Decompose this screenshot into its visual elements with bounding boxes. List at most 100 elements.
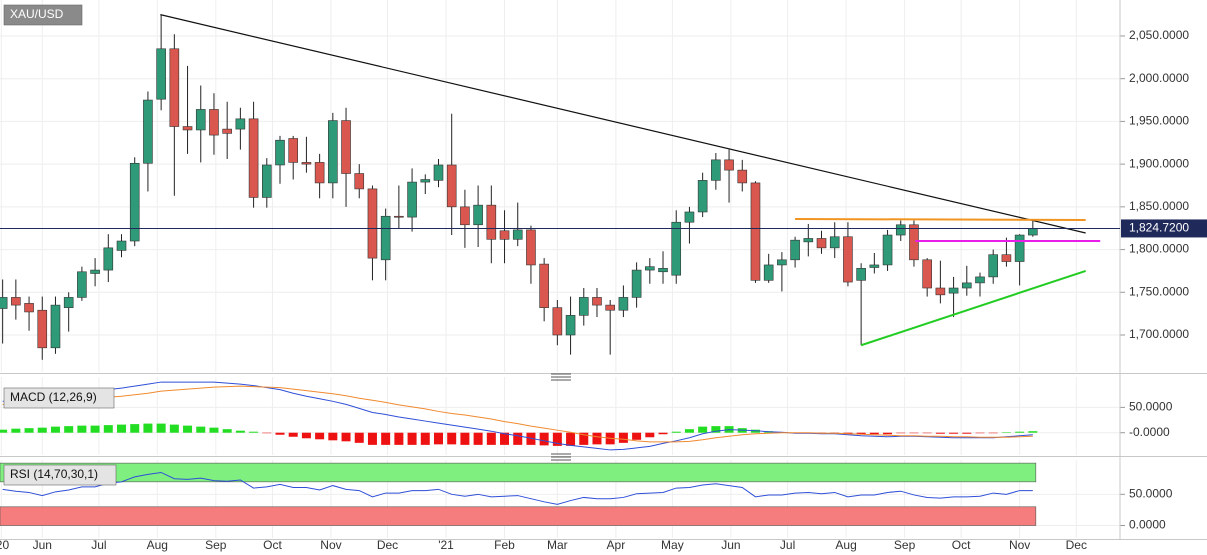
candle-body (446, 164, 457, 208)
histogram-bar (460, 432, 470, 445)
candle-body (578, 297, 589, 316)
y-tick-label: 50.0000 (1129, 400, 1173, 414)
histogram-bar (698, 426, 708, 433)
panel-title: MACD (12,26,9) (10, 390, 97, 404)
x-tick-label: Jul (91, 538, 106, 552)
x-tick-label: Oct (263, 538, 282, 552)
candle-body (460, 206, 470, 226)
panel-title: RSI (14,70,30,1) (10, 467, 98, 481)
candle-body (935, 287, 946, 296)
candle-body (816, 238, 827, 249)
histogram-bar (262, 432, 272, 434)
candle-body (77, 271, 87, 298)
x-tick-label: Nov (1009, 538, 1030, 552)
histogram-bar (552, 432, 562, 446)
histogram-bar (341, 432, 351, 442)
rsi-band (0, 462, 1037, 483)
candle-body (829, 236, 840, 249)
candle-body (499, 230, 510, 240)
candle-body (156, 48, 166, 100)
histogram-bar (750, 429, 760, 433)
y-tick-label: 2,050.0000 (1129, 28, 1189, 42)
histogram-bar (566, 432, 576, 446)
histogram-bar (896, 432, 906, 434)
candle-body (235, 118, 246, 130)
histogram-bar (77, 425, 87, 433)
histogram-bar (433, 432, 443, 445)
histogram-bar (394, 432, 404, 445)
candle-body (1001, 254, 1012, 262)
histogram-bar (962, 432, 972, 434)
candle-body (592, 297, 602, 306)
histogram-bar (90, 425, 100, 433)
candle-body (1014, 234, 1025, 262)
histogram-bar (486, 432, 496, 445)
candle-body (275, 139, 285, 166)
candle-body (288, 138, 299, 163)
histogram-bar (156, 423, 166, 433)
candle-body (341, 120, 351, 174)
candle-body (354, 173, 365, 190)
candle-body (195, 109, 206, 131)
candle-body (222, 128, 232, 134)
title-box (3, 4, 83, 26)
candle-body (0, 297, 8, 309)
histogram-bar (196, 426, 206, 433)
histogram-bar (1015, 431, 1025, 433)
histogram-bar (869, 432, 879, 435)
histogram-bar (1028, 431, 1038, 433)
candle-body (394, 215, 404, 218)
histogram-bar (420, 432, 430, 445)
candle-body (433, 164, 444, 181)
x-tick-label: May (661, 538, 684, 552)
histogram-bar (367, 432, 377, 445)
title-box (3, 464, 117, 486)
histogram-bar (354, 432, 364, 443)
indicator-line (2, 471, 1033, 505)
x-tick-label: Nov (320, 538, 341, 552)
candle-body (552, 307, 563, 336)
x-tick-label: '21 (438, 538, 454, 552)
histogram-bar (473, 432, 483, 445)
rsi-band (0, 506, 1037, 526)
histogram-bar (592, 432, 602, 445)
histogram-bar (684, 429, 694, 433)
candle-body (777, 259, 787, 266)
candle-body (473, 204, 483, 226)
candle-body (103, 247, 114, 271)
candle-body (539, 263, 549, 308)
x-tick-label: Dec (377, 538, 398, 552)
x-tick-label: Aug (147, 538, 168, 552)
candle-body (248, 118, 259, 198)
trendline (795, 217, 1086, 222)
candle-body (11, 297, 21, 306)
histogram-bar (658, 432, 668, 435)
x-tick-label: Sep (205, 538, 227, 552)
candle-body (24, 303, 34, 313)
y-tick-label: -0.0000 (1129, 425, 1170, 439)
candle-body (129, 162, 140, 242)
histogram-bar (539, 432, 549, 446)
candle-body (895, 224, 906, 236)
candle-body (684, 211, 695, 223)
histogram-bar (618, 432, 628, 443)
candle-body (63, 297, 74, 308)
histogram-bar (949, 432, 959, 434)
indicator-line (2, 385, 1033, 443)
candle-body (486, 204, 497, 240)
y-tick-label: 1,850.0000 (1129, 199, 1189, 213)
candle-body (724, 159, 734, 171)
histogram-bar (988, 432, 998, 434)
histogram-bar (288, 432, 298, 437)
histogram-bar (117, 424, 127, 433)
last-price-label: 1,824.7200 (1129, 221, 1189, 235)
title-box (3, 387, 115, 409)
candle-body (420, 179, 431, 183)
histogram-bar (381, 432, 391, 445)
candle-body (803, 238, 814, 243)
x-tick-label: Jun (721, 538, 740, 552)
histogram-bar (1001, 432, 1011, 433)
candle-body (116, 240, 127, 251)
